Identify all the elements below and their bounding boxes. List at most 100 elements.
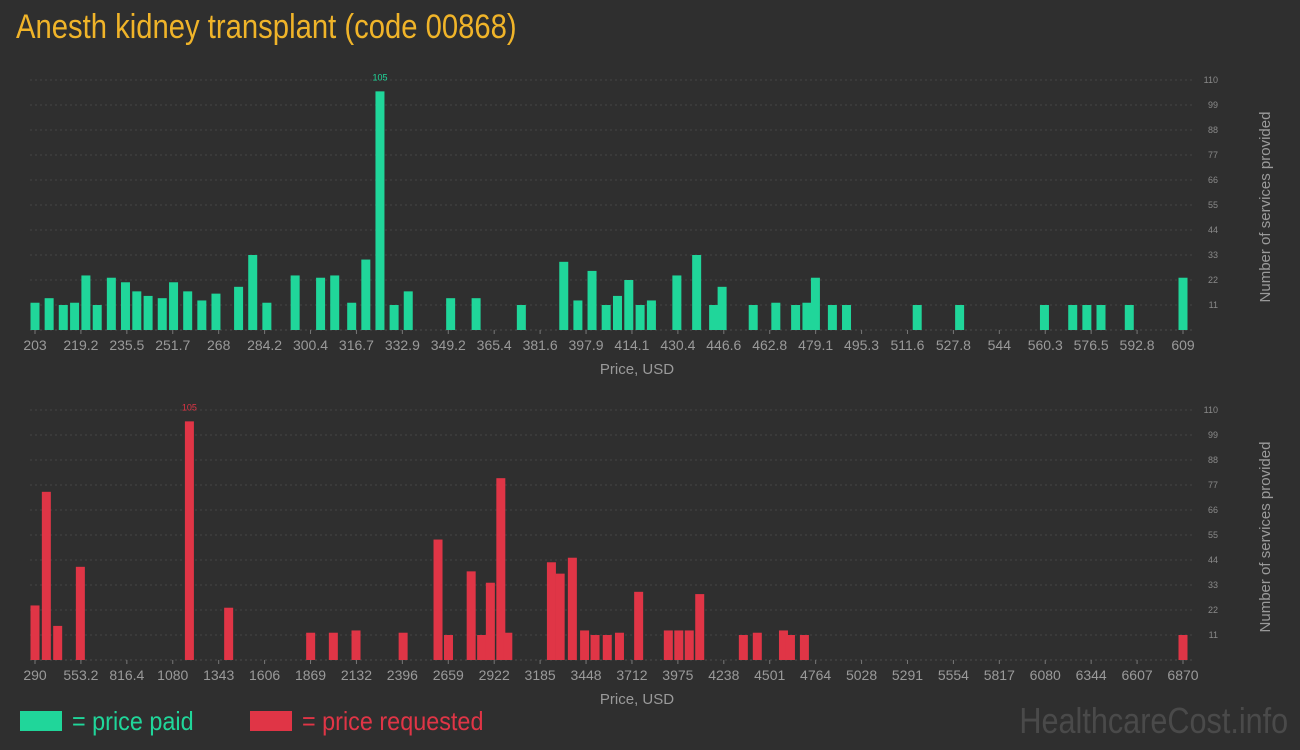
paid-x-tick-label: 511.6 <box>890 337 924 353</box>
requested-bar <box>477 635 487 660</box>
requested-x-tick-label: 3185 <box>525 667 556 683</box>
requested-bar <box>485 582 495 660</box>
paid-bar <box>92 305 102 330</box>
paid-x-tick-label: 609 <box>1171 337 1195 353</box>
paid-x-tick-label: 544 <box>988 337 1012 353</box>
requested-bar <box>503 632 513 660</box>
requested-bar <box>433 539 443 660</box>
requested-bar <box>53 625 63 660</box>
paid-bar <box>389 305 399 330</box>
requested-x-tick-label: 4501 <box>754 667 785 683</box>
requested-bar <box>443 635 453 660</box>
paid-x-tick-label: 203 <box>23 337 47 353</box>
paid-bar <box>70 302 80 330</box>
paid-y-tick-label: 77 <box>1208 150 1218 160</box>
legend-paid-label: = price paid <box>72 705 194 736</box>
paid-bar <box>403 291 413 330</box>
paid-x-tick-label: 560.3 <box>1028 337 1063 353</box>
requested-x-tick-label: 816.4 <box>109 667 144 683</box>
paid-x-tick-label: 430.4 <box>660 337 695 353</box>
requested-bar <box>466 571 476 660</box>
paid-x-tick-label: 479.1 <box>798 337 833 353</box>
paid-x-tick-label: 349.2 <box>431 337 466 353</box>
requested-bar <box>785 635 795 660</box>
requested-x-tick-label: 3448 <box>570 667 601 683</box>
paid-bar <box>446 298 456 330</box>
paid-bar <box>183 291 193 330</box>
requested-bar <box>398 632 408 660</box>
requested-x-tick-label: 1606 <box>249 667 280 683</box>
requested-bar <box>695 594 705 660</box>
paid-x-tick-label: 414.1 <box>614 337 649 353</box>
paid-bar <box>169 282 179 330</box>
paid-x-tick-label: 576.5 <box>1074 337 1109 353</box>
requested-y-tick-label: 22 <box>1208 605 1218 615</box>
paid-bar <box>573 300 583 330</box>
paid-x-tick-label: 251.7 <box>155 337 190 353</box>
paid-bar <box>635 305 645 330</box>
requested-x-tick-label: 6344 <box>1076 667 1107 683</box>
paid-y-tick-label: 66 <box>1208 175 1218 185</box>
paid-bar <box>672 275 682 330</box>
paid-y-tick-label: 99 <box>1208 100 1218 110</box>
paid-bar <box>290 275 300 330</box>
requested-bar <box>634 591 644 660</box>
requested-bar <box>1178 635 1188 660</box>
requested-x-tick-label: 6080 <box>1030 667 1061 683</box>
requested-bar <box>674 630 684 660</box>
requested-x-tick-label: 2922 <box>479 667 510 683</box>
requested-bar <box>567 557 577 660</box>
requested-y-tick-label: 44 <box>1208 555 1218 565</box>
requested-x-tick-label: 2132 <box>341 667 372 683</box>
paid-bar <box>234 286 244 330</box>
paid-x-tick-label: 446.6 <box>706 337 741 353</box>
paid-bar <box>717 286 727 330</box>
paid-y-axis-title: Number of services provided <box>1257 112 1274 303</box>
paid-bar <box>132 291 142 330</box>
requested-bar <box>799 635 809 660</box>
requested-x-tick-label: 4764 <box>800 667 831 683</box>
paid-bar <box>612 295 622 330</box>
price-paid-chart: 11 22 33 44 55 66 77 88 99 110 203 219.2 235.5 251.7 2… <box>23 72 1274 378</box>
paid-x-tick-label: 300.4 <box>293 337 328 353</box>
requested-bar <box>546 562 556 660</box>
paid-x-tick-label: 235.5 <box>109 337 144 353</box>
paid-bar <box>624 280 634 330</box>
requested-x-tick-label: 1080 <box>157 667 188 683</box>
paid-x-tick-label: 284.2 <box>247 337 282 353</box>
requested-x-axis-title: Price, USD <box>600 691 674 708</box>
requested-bar <box>328 632 338 660</box>
paid-bar <box>58 305 68 330</box>
paid-bar <box>827 305 837 330</box>
paid-bar <box>559 261 569 330</box>
legend-requested: = price requested <box>250 706 504 736</box>
requested-bar <box>580 630 590 660</box>
paid-x-axis-title: Price, USD <box>600 361 674 378</box>
paid-x-tick-label: 462.8 <box>752 337 787 353</box>
requested-bar <box>306 632 316 660</box>
requested-x-tick-label: 3975 <box>662 667 693 683</box>
paid-bar <box>471 298 481 330</box>
requested-x-tick-label: 2659 <box>433 667 464 683</box>
paid-x-tick-label: 365.4 <box>477 337 512 353</box>
paid-x-tick-label: 316.7 <box>339 337 374 353</box>
paid-bar <box>842 305 852 330</box>
requested-bar <box>663 630 673 660</box>
paid-bar <box>771 302 781 330</box>
requested-y-tick-label: 77 <box>1208 480 1218 490</box>
requested-peak-label: 105 <box>182 402 197 412</box>
requested-x-tick-label: 1869 <box>295 667 326 683</box>
requested-x-tick-label: 1343 <box>203 667 234 683</box>
paid-bar <box>955 305 965 330</box>
paid-bar <box>106 277 116 330</box>
requested-bar <box>41 491 51 660</box>
paid-bar <box>587 270 597 330</box>
legend-requested-swatch <box>250 711 292 731</box>
paid-bar <box>30 302 40 330</box>
paid-x-tick-label: 527.8 <box>936 337 971 353</box>
paid-y-tick-label: 55 <box>1208 200 1218 210</box>
requested-bar <box>738 635 748 660</box>
legend-requested-label: = price requested <box>302 705 484 736</box>
requested-x-tick-label: 5291 <box>892 667 923 683</box>
requested-x-tick-label: 6870 <box>1167 667 1198 683</box>
